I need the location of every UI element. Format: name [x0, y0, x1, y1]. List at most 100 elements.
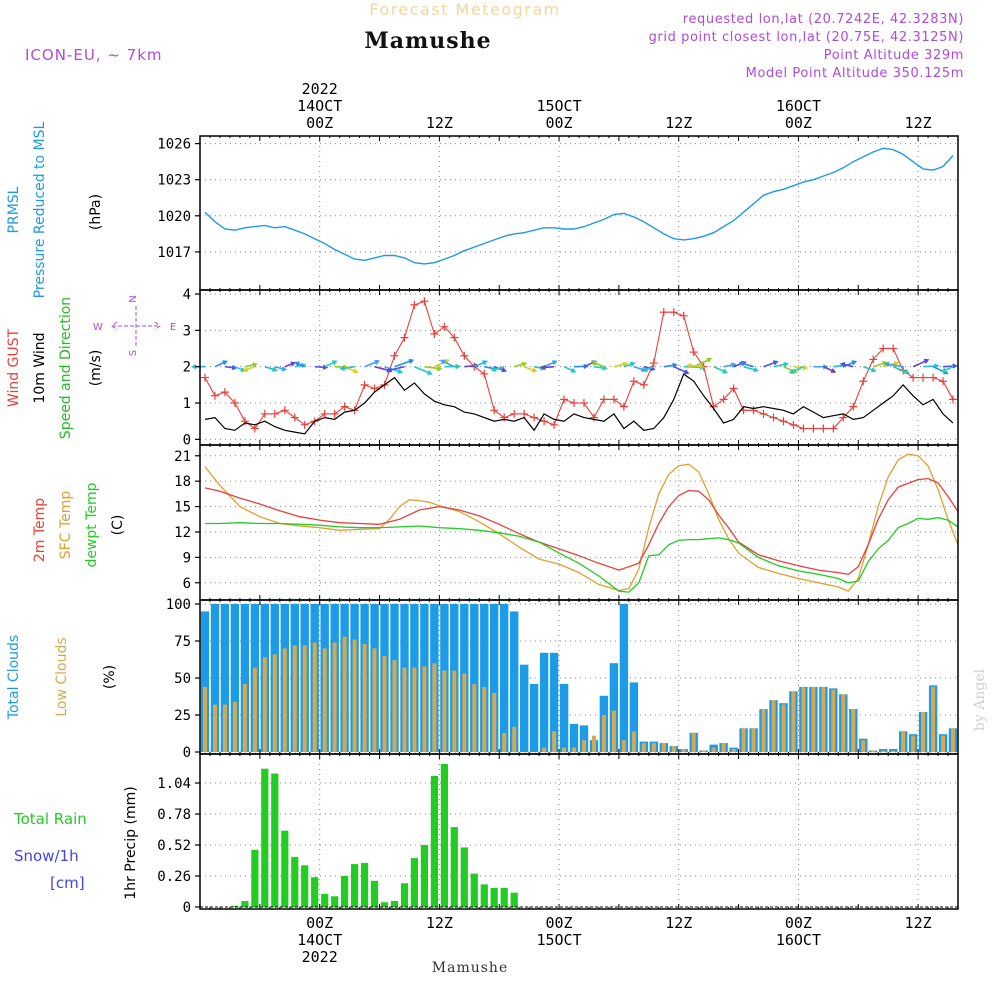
wind-direction-arrow: [274, 365, 288, 372]
gust-marker: [719, 395, 728, 404]
low-clouds-bar: [542, 747, 547, 752]
gust-marker: [300, 420, 309, 429]
y-tick-label: 12: [174, 525, 191, 541]
y-tick-label: 15: [174, 500, 191, 516]
low-clouds-bar: [382, 655, 387, 752]
gust-label: Wind GUST: [6, 328, 22, 407]
gust-marker: [210, 391, 219, 400]
gust-marker: [909, 373, 918, 382]
wind-direction-arrow: [685, 363, 704, 369]
low-clouds-bar: [741, 728, 746, 752]
wind-direction-arrow: [294, 361, 306, 368]
low-clouds-bar: [871, 750, 876, 752]
low-clouds-bar: [272, 654, 277, 752]
low-clouds-bar: [901, 731, 906, 752]
wind-direction-arrow: [839, 362, 854, 368]
gust-marker: [729, 384, 738, 393]
low-clouds-bar: [781, 704, 786, 752]
gust-marker: [290, 413, 299, 422]
low-clouds-bar: [552, 731, 557, 752]
pressure-line: [204, 147, 954, 265]
wind-direction-label: Speed and Direction: [58, 297, 74, 439]
low-clouds-bar: [891, 750, 896, 752]
rain-bar: [271, 773, 279, 907]
gust-marker: [360, 380, 369, 389]
y-tick-label: 0: [183, 745, 191, 761]
gust-marker: [749, 406, 758, 415]
low-clouds-bar: [492, 692, 497, 752]
low-clouds-bar: [921, 712, 926, 752]
low-clouds-bar: [432, 663, 437, 752]
low-clouds-bar: [761, 709, 766, 752]
y-tick-label: 4: [183, 287, 191, 303]
low-clouds-bar: [482, 686, 487, 752]
bottom-time-label: 12Z: [905, 914, 932, 932]
wind-direction-arrow: [642, 365, 655, 372]
wind-direction-arrow: [324, 360, 338, 368]
low-clouds-bar: [402, 667, 407, 752]
total-clouds-bar: [609, 663, 619, 752]
rain-bar: [480, 884, 488, 907]
gust-marker: [849, 402, 858, 411]
gust-marker: [550, 420, 559, 429]
y-tick-label: 0: [183, 900, 191, 916]
top-time-label: 14OCT: [297, 97, 342, 115]
low-clouds-bar: [641, 743, 646, 752]
low-clouds-bar: [681, 749, 686, 752]
compass-east: E: [170, 322, 176, 333]
low-clouds-bar: [252, 667, 257, 752]
bottom-time-label: 16OCT: [776, 931, 821, 949]
low-clouds-bar: [372, 648, 377, 752]
gust-marker: [270, 409, 279, 418]
gust-marker: [679, 311, 688, 320]
gust-marker: [839, 413, 848, 422]
footer-location: Mamushe: [432, 960, 508, 976]
wind-direction-arrow: [394, 358, 415, 368]
gust-marker: [500, 413, 509, 422]
sfc-temp-label: SFC Temp: [58, 491, 74, 560]
y-tick-label: 2: [183, 360, 191, 376]
bottom-time-label: 00Z: [306, 914, 333, 932]
gust-marker: [649, 359, 658, 368]
gust-marker: [520, 409, 529, 418]
low-clouds-bar: [222, 704, 227, 752]
wind-direction-arrow: [224, 364, 238, 371]
sfc-temp-line: [204, 453, 959, 592]
model-name: ICON-EU, ~ 7km: [25, 46, 163, 64]
wind-direction-arrow: [793, 365, 809, 371]
top-time-label: 12Z: [905, 114, 932, 132]
total-clouds-bar: [579, 725, 589, 752]
wind-direction-arrow: [364, 359, 381, 368]
watermark: by Angel: [972, 668, 988, 731]
wind-direction-arrow: [513, 361, 528, 368]
wind-direction-arrow: [743, 365, 759, 373]
grid-layer: [200, 136, 958, 909]
y-tick-label: 75: [174, 634, 191, 650]
snow-unit-label: [cm]: [50, 874, 85, 892]
gust-marker: [669, 308, 678, 317]
gust-marker: [200, 373, 209, 382]
low-clouds-bar: [701, 750, 706, 752]
wind-direction-arrow: [563, 365, 577, 373]
compass-north: N: [128, 295, 139, 302]
compass-west: W: [93, 322, 103, 333]
rain-bar: [241, 901, 249, 907]
low-clouds-bar: [422, 666, 427, 752]
low-clouds-bar: [462, 673, 467, 752]
low-clouds-bar: [582, 740, 586, 752]
grid-point-lonlat: grid point closest lon,lat (20.75E, 42.3…: [649, 30, 964, 45]
gust-marker: [659, 308, 668, 317]
dewpt-temp-label: dewpt Temp: [84, 482, 100, 567]
gust-marker: [340, 402, 349, 411]
low-clouds-bar: [262, 657, 267, 752]
total-clouds-bar: [490, 604, 499, 752]
wind-direction-arrow: [264, 365, 278, 372]
total-clouds-bar: [210, 604, 220, 752]
gust-marker: [330, 409, 339, 418]
low-clouds-bar: [232, 701, 237, 752]
total-clouds-bar: [500, 604, 509, 752]
low-clouds-bar: [213, 704, 217, 752]
wind-direction-arrow: [613, 361, 629, 368]
temp-2m-line: [204, 477, 959, 575]
top-time-label: 00Z: [785, 114, 812, 132]
